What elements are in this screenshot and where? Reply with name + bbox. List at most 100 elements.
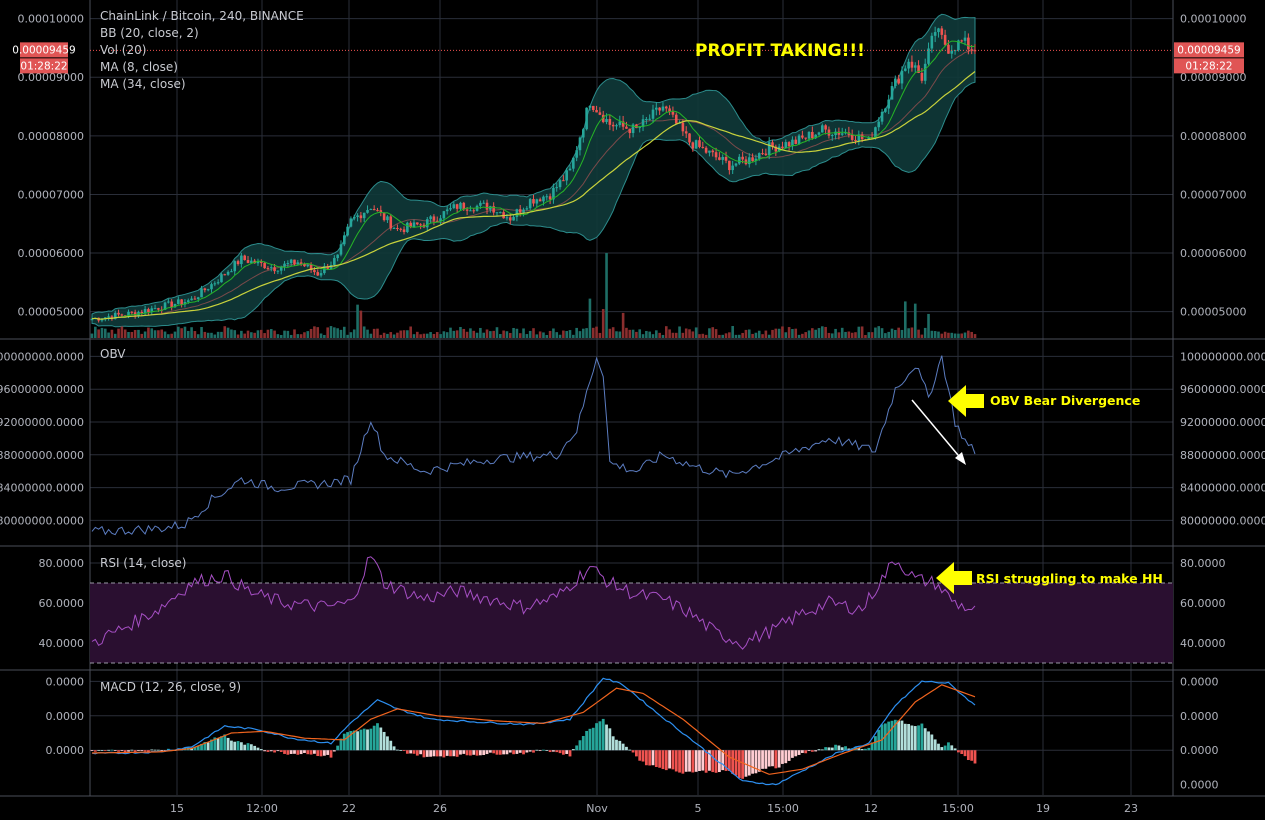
obv-tick-left: 100000000.0000: [0, 350, 84, 363]
volume-bar: [127, 331, 130, 338]
candles: [90, 25, 977, 323]
volume-bar: [552, 328, 555, 338]
volume-bar: [226, 327, 230, 338]
volume-bar: [605, 253, 608, 338]
macd-hist-bar: [273, 750, 276, 753]
candle-body: [797, 135, 801, 144]
volume-bar: [588, 298, 592, 338]
candle-body: [213, 283, 217, 285]
rsi-tick-left: 40.0000: [39, 637, 85, 650]
macd-hist-bar: [565, 750, 569, 754]
macd-hist-bar: [631, 750, 635, 753]
x-tick-label: 22: [342, 802, 356, 815]
rsi-tick-left: 80.0000: [39, 557, 85, 570]
macd-hist-bar: [299, 750, 303, 755]
macd-hist-bar: [920, 723, 924, 751]
volume-bar: [339, 329, 343, 338]
candle-body: [173, 303, 177, 308]
volume-bar: [173, 331, 177, 338]
volume-bar: [840, 327, 844, 338]
candle-body: [313, 270, 316, 273]
macd-hist-bar: [276, 750, 280, 752]
volume-bar: [439, 334, 442, 338]
macd-hist-bar: [329, 750, 333, 758]
candle-body: [957, 40, 960, 51]
volume-bar: [190, 327, 193, 338]
macd-hist-bar: [681, 750, 685, 774]
candle-body: [688, 133, 691, 143]
macd-hist-bar: [933, 739, 937, 751]
candle-body: [230, 271, 233, 273]
candle-body: [439, 218, 442, 222]
candle-body: [263, 262, 266, 269]
macd-hist-bar: [246, 743, 250, 751]
volume-bar: [957, 333, 960, 338]
macd-hist-bar: [714, 750, 718, 773]
candle-body: [425, 219, 429, 228]
macd-hist-bar: [342, 733, 346, 751]
candle-body: [233, 261, 237, 272]
volume-bar: [691, 331, 695, 338]
candle-body: [731, 165, 734, 171]
volume-bar: [269, 329, 273, 338]
macd-hist-bar: [927, 731, 930, 751]
macd-hist-bar: [950, 745, 954, 751]
candle-body: [140, 311, 144, 314]
candle-body: [605, 119, 608, 123]
macd-hist-bar: [223, 734, 227, 751]
macd-hist-bar: [548, 750, 552, 753]
macd-hist-bar: [575, 745, 579, 751]
candle-body: [628, 128, 632, 134]
volume-bar: [874, 327, 877, 338]
volume-bar: [170, 333, 173, 338]
candle-body: [545, 196, 549, 198]
x-tick-label: 12:00: [246, 802, 278, 815]
macd-hist-bar: [678, 750, 681, 773]
candle-body: [452, 204, 456, 209]
macd-hist-bar: [561, 750, 565, 755]
macd-hist-bar: [213, 737, 217, 751]
volume-bar: [585, 328, 588, 338]
volume-bar: [847, 331, 851, 338]
candle-body: [970, 49, 973, 51]
macd-hist-bar: [684, 750, 688, 772]
volume-bar: [193, 331, 197, 338]
volume-bar: [120, 326, 124, 338]
volume-bar: [233, 330, 237, 338]
macd-hist-bar: [880, 724, 884, 751]
macd-hist-bar: [515, 750, 519, 754]
candle-body: [485, 202, 489, 210]
macd-hist-bar: [349, 730, 353, 751]
volume-bar: [117, 328, 120, 338]
candle-body: [409, 222, 412, 228]
ma34-line: [91, 71, 976, 320]
candle-body: [684, 131, 688, 134]
candle-body: [196, 297, 200, 300]
candle-body: [671, 111, 675, 115]
macd-hist-bar: [585, 730, 589, 751]
volume-bar: [110, 329, 114, 338]
macd-hist-bar: [737, 750, 741, 778]
candle-body: [804, 137, 808, 139]
candle-body: [269, 267, 273, 269]
candle-body: [638, 127, 642, 129]
volume-bar: [555, 332, 559, 338]
volume-bar: [342, 326, 346, 338]
obv-tick-right: 100000000.0000: [1180, 350, 1265, 363]
x-tick-label: 15:00: [942, 802, 974, 815]
price-tick-left: 0.00010000: [18, 13, 84, 26]
macd-hist-bar: [455, 750, 459, 757]
volume-bar: [455, 330, 459, 338]
macd-hist-bar: [399, 750, 403, 751]
candle-body: [359, 215, 363, 219]
candle-body: [807, 131, 811, 139]
price-tick-left: 0.00006000: [18, 247, 84, 260]
macd-hist-bar: [392, 746, 396, 751]
macd-hist-bar: [754, 750, 758, 774]
volume-bar: [323, 334, 326, 338]
macd-hist-bar: [661, 750, 665, 770]
rsi-annotation-arrow: [936, 562, 972, 594]
volume-bar: [572, 334, 575, 338]
